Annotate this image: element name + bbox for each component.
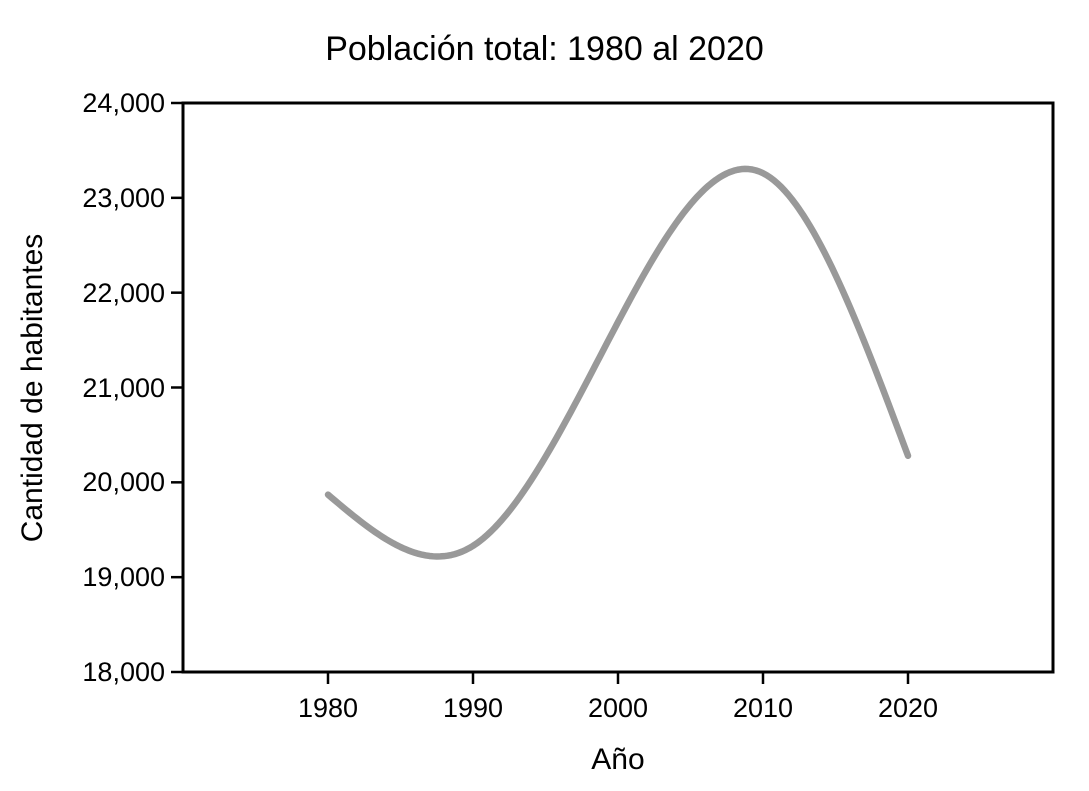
y-tick-label: 22,000: [82, 277, 165, 308]
y-tick-label: 21,000: [82, 372, 165, 403]
axis-ticks: [171, 101, 910, 684]
x-tick-label: 2000: [587, 693, 649, 723]
y-tick-label: 24,000: [82, 88, 165, 118]
plot-frame: [181, 101, 1055, 674]
x-tick-label: 1980: [297, 693, 359, 723]
y-tick-label: 18,000: [82, 657, 165, 687]
y-tick-label: 20,000: [82, 467, 165, 498]
population-line: [324, 165, 912, 560]
x-tick-label: 2020: [877, 693, 939, 723]
x-tick-label: 2010: [732, 693, 794, 723]
y-tick-label: 19,000: [82, 562, 165, 593]
y-tick-label: 23,000: [82, 182, 165, 213]
chart-title: Población total: 1980 al 2020: [325, 30, 764, 68]
x-tick-label: 1990: [442, 693, 504, 723]
x-axis-label: Año: [591, 743, 645, 776]
